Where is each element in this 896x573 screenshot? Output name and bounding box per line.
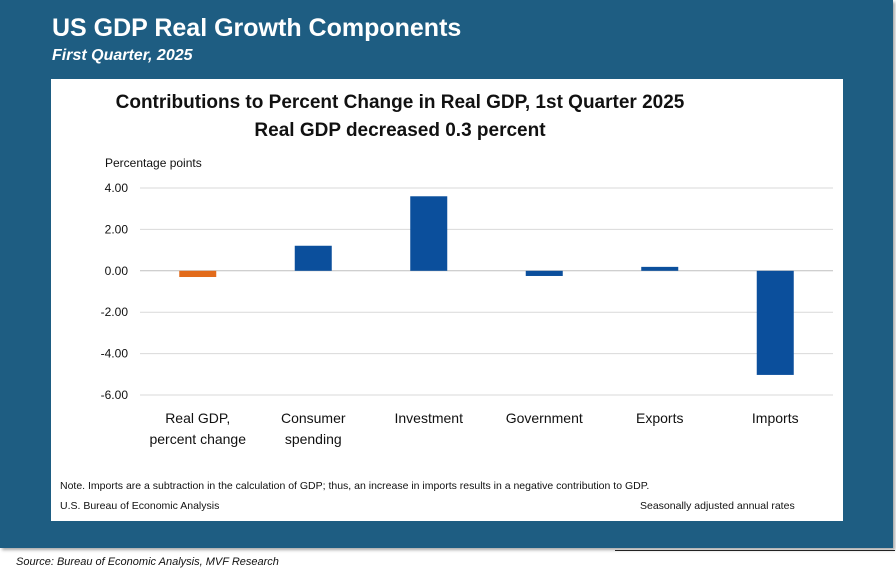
x-tick-label: Exports: [636, 410, 683, 426]
chart-source: U.S. Bureau of Economic Analysis: [60, 500, 220, 512]
y-axis-label: Percentage points: [105, 156, 202, 170]
x-tick-label: Imports: [752, 410, 799, 426]
bar: [525, 270, 563, 276]
bar: [641, 266, 679, 271]
y-tick-label: 0.00: [105, 264, 129, 278]
x-tick-label: percent change: [149, 431, 246, 447]
chart-note: Note. Imports are a subtraction in the c…: [60, 480, 650, 492]
x-tick-label: Government: [506, 410, 583, 426]
bar: [756, 270, 794, 375]
bar: [179, 270, 217, 278]
x-tick-label: spending: [285, 431, 342, 447]
chart-rate-note: Seasonally adjusted annual rates: [640, 500, 795, 512]
y-tick-label: 2.00: [105, 222, 129, 236]
y-tick-label: -6.00: [101, 388, 129, 402]
chart-subtitle: Real GDP decreased 0.3 percent: [254, 120, 546, 141]
y-tick-label: -4.00: [101, 347, 129, 361]
chart-title: Contributions to Percent Change in Real …: [115, 92, 685, 113]
x-tick-label: Investment: [395, 410, 464, 426]
footer-source: Source: Bureau of Economic Analysis, MVF…: [16, 556, 279, 568]
x-tick-label: Consumer: [281, 410, 346, 426]
x-tick-label: Real GDP,: [165, 410, 230, 426]
chart-panel: [51, 79, 843, 521]
page-subtitle: First Quarter, 2025: [52, 47, 193, 64]
footer-divider: [615, 550, 895, 551]
bar: [294, 245, 332, 271]
y-tick-label: 4.00: [105, 181, 129, 195]
bar: [410, 196, 448, 271]
y-tick-label: -2.00: [101, 305, 129, 319]
page-title: US GDP Real Growth Components: [52, 14, 462, 42]
